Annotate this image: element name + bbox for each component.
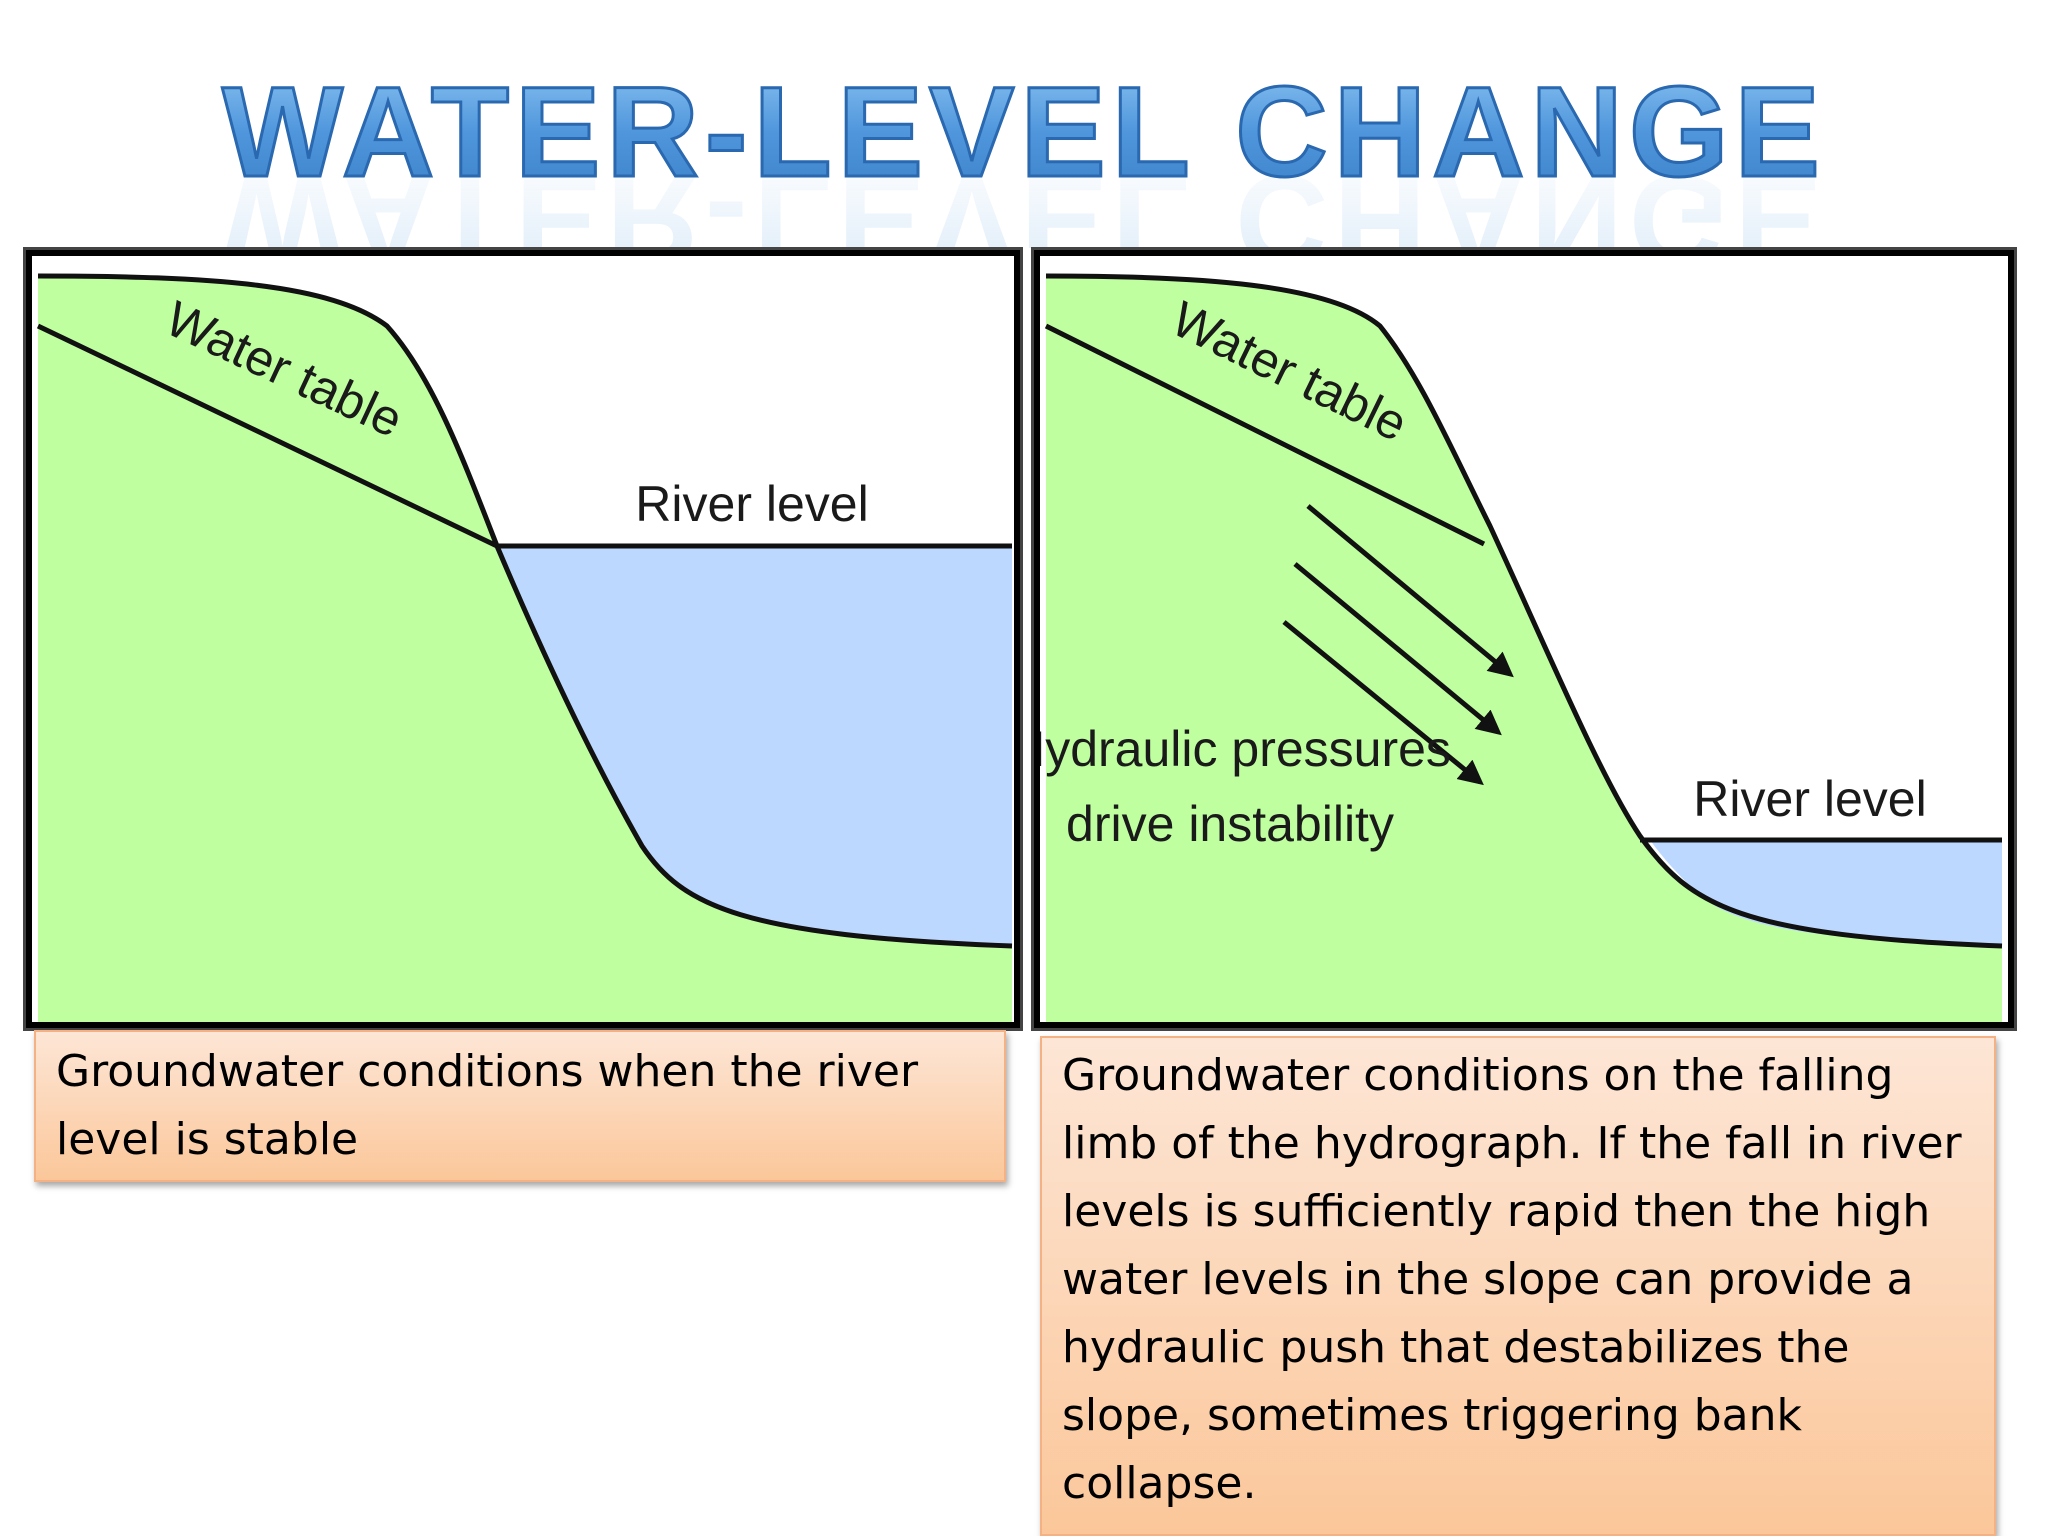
pressure-arrow-3 <box>1282 620 1484 786</box>
left-diagram: Water table River level <box>32 256 1014 1022</box>
left-water <box>494 546 1012 946</box>
right-caption: Groundwater conditions on the falling li… <box>1040 1036 1996 1536</box>
left-river-level-label: River level <box>635 476 868 532</box>
title-text: WATER-LEVEL CHANGE <box>222 61 1826 204</box>
right-water <box>1650 840 2002 946</box>
right-ground-line <box>1045 273 2003 949</box>
left-caption: Groundwater conditions when the river le… <box>34 1030 1006 1182</box>
left-ground-line <box>37 273 1013 949</box>
pressure-label-line2: drive instability <box>1066 796 1394 852</box>
right-diagram-panel: Water table Hydraulic pressures drive in… <box>1034 250 2014 1028</box>
left-diagram-panel: Water table River level <box>26 250 1020 1028</box>
left-water-table-line <box>36 323 499 549</box>
right-river-level-label: River level <box>1693 771 1926 827</box>
pressure-label-line1: Hydraulic pressures <box>1040 721 1451 777</box>
page-title: WATER-LEVEL CHANGE WATER-LEVEL CHANGE <box>0 58 2048 249</box>
right-diagram: Water table Hydraulic pressures drive in… <box>1040 256 2008 1022</box>
pressure-arrow-2 <box>1293 562 1502 736</box>
right-soil <box>1046 276 2002 1022</box>
title-reflection: WATER-LEVEL CHANGE <box>222 148 1826 248</box>
left-soil <box>38 276 1012 1022</box>
pressure-arrow-1 <box>1306 504 1514 678</box>
right-water-table-line <box>1044 323 1486 547</box>
